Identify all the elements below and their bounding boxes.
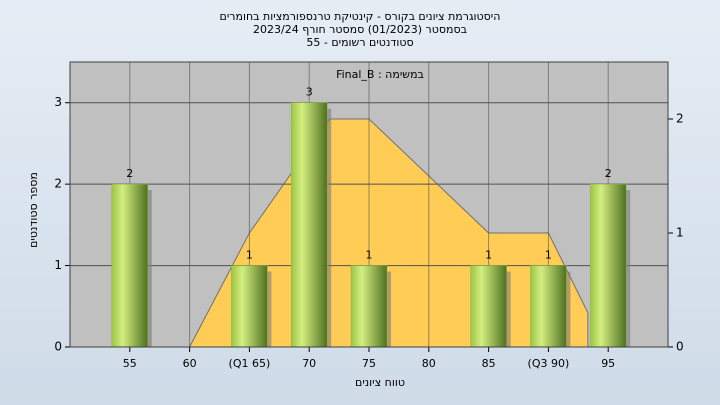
x-tick-label: 95 [601, 357, 615, 370]
x-axis-label: טווח ציונים [355, 376, 405, 389]
y2-tick-label: 0 [676, 340, 684, 354]
data-label: 1 [246, 249, 253, 262]
bar [111, 183, 149, 348]
y2-tick-label: 2 [676, 112, 684, 126]
data-label: 2 [605, 167, 612, 180]
y2-tick-label: 1 [676, 226, 684, 240]
x-tick-label: (Q1 65) [229, 357, 271, 370]
bar [530, 265, 567, 348]
bar [589, 183, 627, 348]
y-tick-label: 2 [54, 177, 62, 191]
data-label: 3 [306, 86, 313, 99]
chart-title: היסטוגרמת ציונים בקורס - קינטיקת טרנספור… [220, 10, 501, 23]
data-label: 1 [545, 249, 552, 262]
x-tick-label: 55 [123, 357, 137, 370]
x-tick-label: 60 [183, 357, 197, 370]
y-tick-label: 0 [54, 340, 62, 354]
plot-border [69, 61, 669, 348]
x-tick-label: 75 [362, 357, 376, 370]
subtitle: בסמסטר (01/2023) סמסטר חורף 2023/24 [253, 23, 467, 36]
x-tick-label: 85 [482, 357, 496, 370]
bar [350, 265, 388, 348]
x-tick-label: 80 [422, 357, 436, 370]
data-label: 1 [366, 249, 373, 262]
annotation: במשימה : Final_B [336, 68, 424, 81]
y-tick-label: 1 [54, 258, 62, 272]
x-tick-label: (Q3 90) [528, 357, 570, 370]
data-label: 2 [126, 167, 133, 180]
plot: 0 1 2 3 55 60 (Q1 65) 70 75 80 85 (Q3 90) 95 0 1 2 2 1 3 1 1… [54, 61, 684, 370]
data-label: 1 [485, 249, 492, 262]
y-tick-label: 3 [54, 95, 62, 109]
bar [470, 265, 507, 348]
bar [290, 102, 328, 348]
x-tick-label: 70 [302, 357, 316, 370]
bar [231, 265, 268, 348]
subtitle: סטודנטים רשומים - 55 [306, 36, 413, 49]
y-axis-label: מספר סטודנטים [27, 172, 40, 248]
